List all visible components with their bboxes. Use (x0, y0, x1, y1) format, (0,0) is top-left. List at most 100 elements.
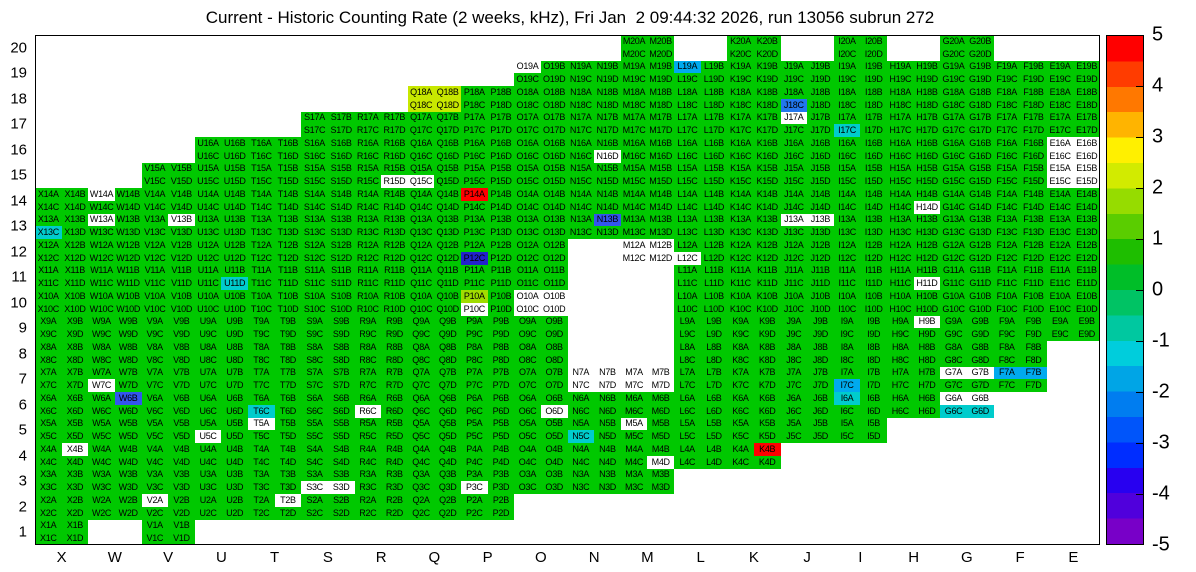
heatmap-subcell-P15B: P15B (487, 162, 515, 176)
heatmap-subcell-T8A: T8A (248, 341, 275, 354)
heatmap-subcell-F15B: F15B (1020, 162, 1047, 176)
heatmap-subcell-H15B: H15B (913, 162, 941, 176)
heatmap-subcell-F10C: F10C (993, 302, 1021, 316)
heatmap-cell-X2: X2A X2B X2C X2D (35, 494, 89, 520)
heatmap-cell-L19: L19A L19B L19C L19D (674, 60, 728, 86)
heatmap-subcell-P16B: P16B (487, 137, 515, 150)
heatmap-subcell-N18C: N18C (567, 98, 595, 112)
heatmap-subcell-K6C: K6C (727, 404, 754, 418)
heatmap-subcell-N4D: N4D (594, 455, 621, 469)
heatmap-cell-L14: L14A L14B L14C L14D (674, 188, 728, 214)
heatmap-subcell-T11A: T11A (248, 264, 275, 278)
heatmap-cell-M5: M5A M5B M5C M5D (620, 417, 674, 443)
heatmap-subcell-V12D: V12D (168, 251, 195, 265)
heatmap-subcell-N15B: N15B (594, 162, 621, 176)
heatmap-subcell-K13A: K13A (727, 213, 754, 227)
heatmap-subcell-J19A: J19A (780, 60, 808, 74)
heatmap-subcell-L4A: L4A (674, 443, 701, 456)
heatmap-subcell-K8C: K8C (727, 353, 754, 367)
heatmap-subcell-L17D: L17D (700, 124, 728, 137)
heatmap-cell-O19: O19A O19B O19C O19D (514, 60, 568, 86)
heatmap-subcell-R15B: R15B (381, 162, 408, 176)
heatmap-cell-Q3: Q3A Q3B Q3C Q3D (407, 468, 461, 494)
heatmap-subcell-X3B: X3B (61, 468, 89, 482)
heatmap-subcell-O15C: O15C (514, 175, 541, 188)
row-label-18: 18 (10, 90, 27, 108)
heatmap-subcell-O5C: O5C (514, 430, 541, 443)
heatmap-subcell-F17D: F17D (1020, 124, 1047, 137)
heatmap-subcell-O4D: O4D (540, 455, 568, 469)
heatmap-subcell-I14B: I14B (860, 188, 887, 201)
heatmap-subcell-V7C: V7C (141, 379, 169, 392)
heatmap-subcell-M15C: M15C (620, 175, 648, 188)
heatmap-cell-W12: W12A W12B W12C W12D (88, 239, 142, 265)
heatmap-subcell-T15A: T15A (248, 162, 275, 176)
heatmap-subcell-F19D: F19D (1020, 73, 1047, 86)
col-label-U: U (215, 549, 227, 566)
heatmap-subcell-M14B: M14B (647, 188, 674, 201)
heatmap-cell-K4: K4A K4B K4C K4D (727, 443, 781, 469)
heatmap-subcell-N5D: N5D (594, 430, 621, 443)
heatmap-subcell-Q15D: Q15D (434, 175, 461, 188)
heatmap-cell-G15: G15A G15B G15C G15D (940, 162, 994, 188)
heatmap-subcell-X7B: X7B (61, 366, 89, 380)
heatmap-subcell-X9A: X9A (35, 315, 62, 329)
heatmap-subcell-J16C: J16C (780, 149, 808, 163)
heatmap-subcell-Q6B: Q6B (434, 392, 461, 405)
heatmap-subcell-P2A: P2A (461, 494, 488, 507)
heatmap-subcell-G18D: G18D (966, 98, 994, 112)
heatmap-subcell-X13B: X13B (61, 213, 89, 227)
heatmap-subcell-G6B: G6B (966, 392, 994, 405)
heatmap-subcell-I19B: I19B (860, 60, 887, 74)
heatmap-subcell-T8C: T8C (248, 353, 275, 367)
heatmap-subcell-G14D: G14D (966, 200, 994, 214)
heatmap-subcell-Q5D: Q5D (434, 430, 461, 443)
heatmap-subcell-S17C: S17C (301, 124, 328, 137)
heatmap-subcell-U10A: U10A (194, 290, 222, 303)
heatmap-subcell-J10A: J10A (780, 290, 808, 303)
heatmap-subcell-M15B: M15B (647, 162, 674, 176)
heatmap-subcell-J12A: J12A (780, 239, 808, 252)
heatmap-subcell-I9D: I9D (860, 328, 887, 341)
heatmap-subcell-S7B: S7B (327, 366, 355, 380)
heatmap-subcell-G16D: G16D (966, 149, 994, 163)
heatmap-subcell-V3B: V3B (168, 468, 195, 482)
heatmap-subcell-P4A: P4A (461, 443, 488, 456)
heatmap-subcell-T15D: T15D (274, 175, 302, 188)
heatmap-subcell-I8A: I8A (833, 341, 861, 354)
heatmap-subcell-G7C: G7C (940, 379, 967, 392)
heatmap-cell-N15: N15A N15B N15C N15D (567, 162, 621, 188)
heatmap-subcell-X2D: X2D (61, 506, 89, 520)
heatmap-subcell-E14D: E14D (1073, 200, 1100, 214)
heatmap-subcell-U9B: U9B (221, 315, 248, 329)
heatmap-subcell-H11C: H11C (887, 277, 914, 290)
heatmap-subcell-V7B: V7B (168, 366, 195, 380)
heatmap-subcell-T12A: T12A (248, 239, 275, 252)
heatmap-subcell-S6B: S6B (327, 392, 355, 405)
heatmap-subcell-L15D: L15D (700, 175, 728, 188)
heatmap-subcell-V9C: V9C (141, 328, 169, 341)
heatmap-subcell-E16D: E16D (1073, 149, 1100, 163)
heatmap-subcell-H8C: H8C (887, 353, 914, 367)
heatmap-cell-W14: W14A W14B W14C W14D (88, 188, 142, 214)
row-label-7: 7 (18, 370, 27, 388)
col-label-O: O (535, 549, 547, 566)
heatmap-subcell-F8A: F8A (993, 341, 1021, 354)
heatmap-subcell-T14B: T14B (274, 188, 302, 201)
heatmap-cell-I6: I6A I6B I6C I6D (833, 392, 887, 418)
heatmap-subcell-N7D: N7D (594, 379, 621, 392)
heatmap-subcell-H13C: H13C (887, 226, 914, 239)
heatmap-subcell-P8D: P8D (487, 353, 515, 367)
heatmap-cell-P16: P16A P16B P16C P16D (461, 137, 515, 163)
heatmap-subcell-G16B: G16B (966, 137, 994, 150)
heatmap-subcell-O16B: O16B (540, 137, 568, 150)
heatmap-subcell-Q14C: Q14C (407, 200, 435, 214)
heatmap-subcell-V2B: V2B (168, 494, 195, 507)
heatmap-subcell-R4B: R4B (381, 443, 408, 456)
heatmap-cell-V13: V13A V13B V13C V13D (141, 213, 195, 239)
heatmap-subcell-O18B: O18B (540, 86, 568, 99)
heatmap-cell-J5: J5A J5B J5C J5D (780, 417, 834, 443)
heatmap-subcell-U12C: U12C (194, 251, 222, 265)
heatmap-subcell-N15C: N15C (567, 175, 595, 188)
heatmap-subcell-I8D: I8D (860, 353, 887, 367)
